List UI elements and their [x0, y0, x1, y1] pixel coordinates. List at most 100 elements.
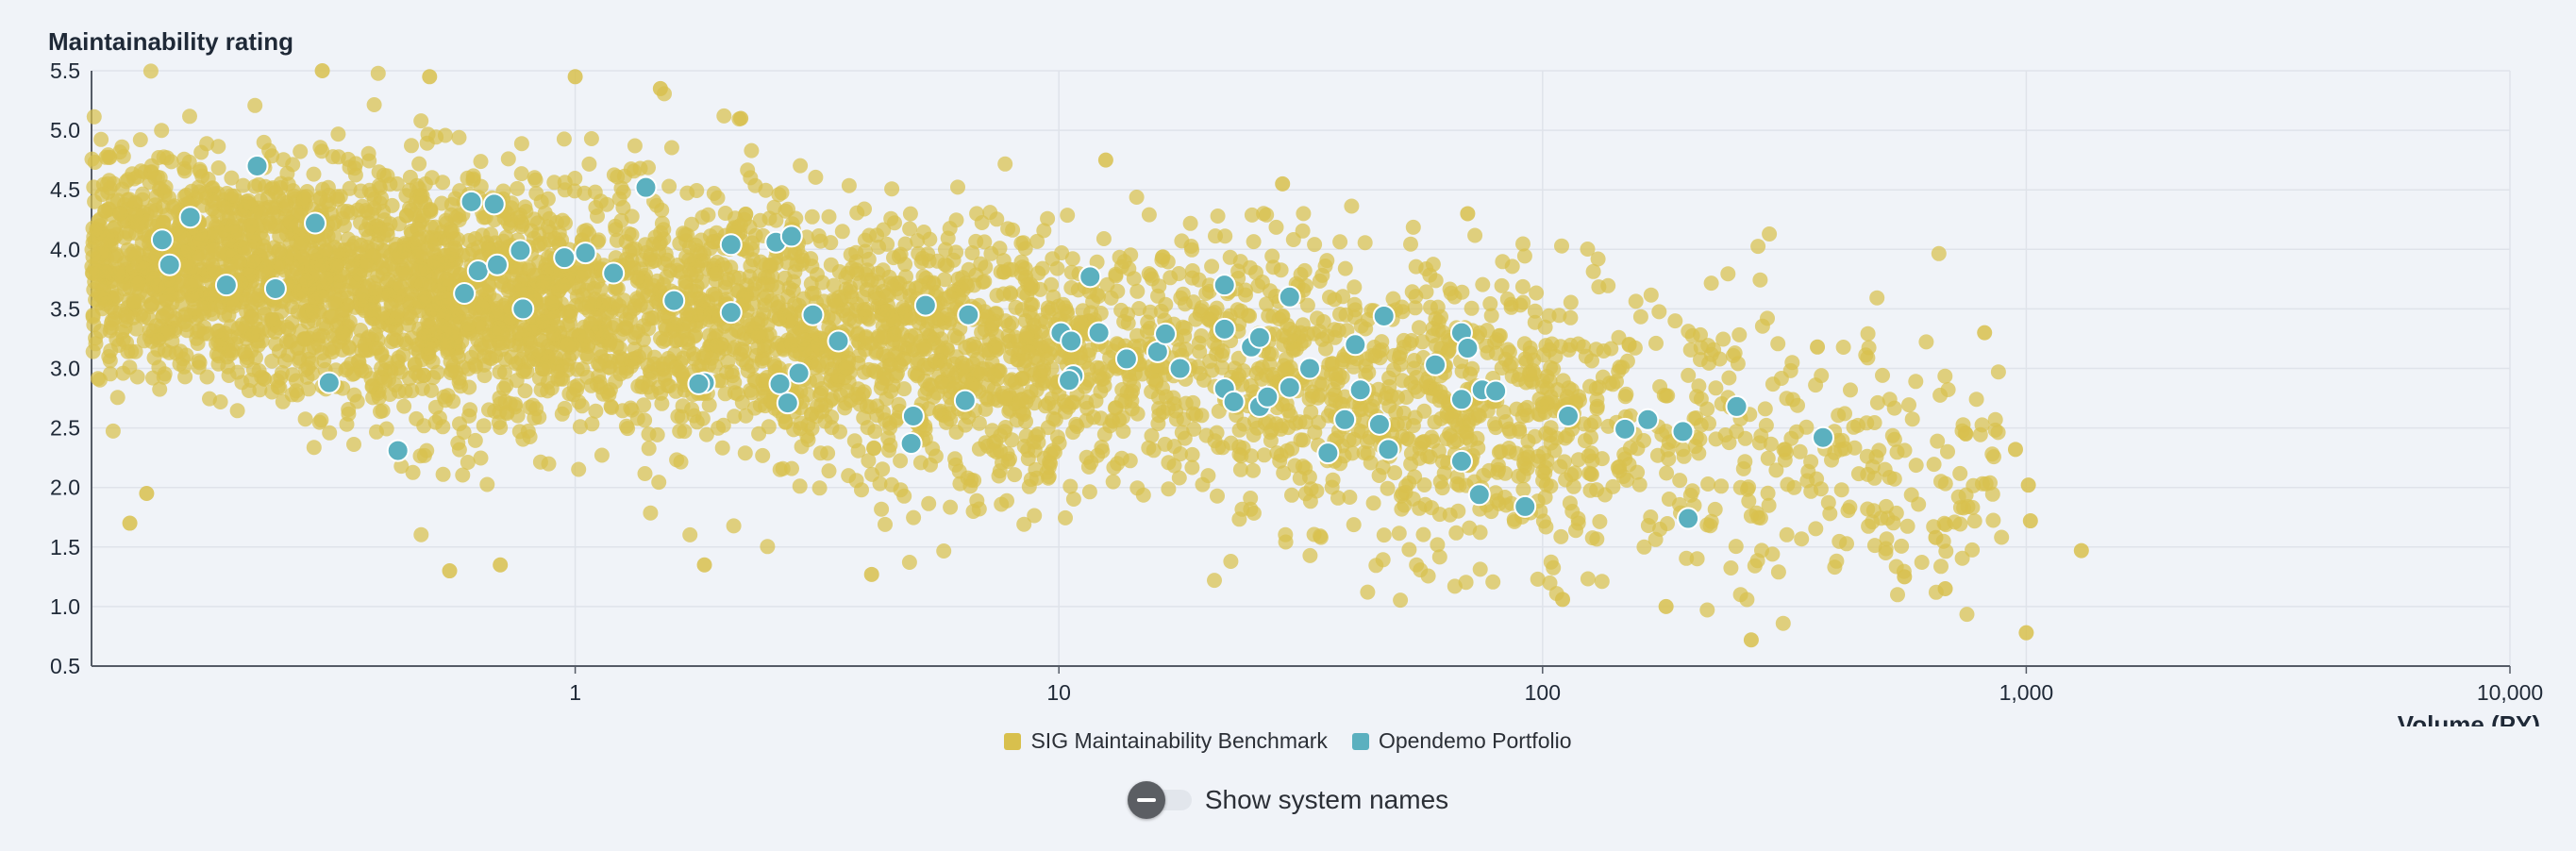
benchmark-point: [849, 296, 865, 312]
benchmark-point: [1396, 405, 1412, 421]
benchmark-point: [280, 347, 296, 363]
benchmark-point: [376, 167, 392, 183]
benchmark-point: [1703, 275, 1719, 292]
benchmark-point: [1701, 355, 1717, 371]
benchmark-point: [386, 331, 402, 346]
benchmark-point: [1244, 207, 1260, 223]
benchmark-point: [1293, 432, 1309, 448]
benchmark-point: [1959, 607, 1975, 623]
benchmark-point: [1467, 227, 1483, 243]
benchmark-point: [435, 175, 451, 191]
benchmark-point: [1515, 236, 1531, 252]
benchmark-point: [827, 293, 843, 309]
benchmark-point: [1454, 284, 1470, 300]
benchmark-point: [389, 175, 405, 192]
benchmark-point: [1393, 592, 1409, 609]
benchmark-point: [1565, 478, 1581, 494]
benchmark-point: [846, 433, 862, 449]
benchmark-point: [599, 196, 615, 212]
benchmark-point: [544, 295, 560, 311]
benchmark-point: [1429, 338, 1445, 353]
benchmark-point: [771, 187, 787, 203]
benchmark-point: [883, 476, 899, 492]
benchmark-point: [1728, 539, 1744, 555]
benchmark-point: [520, 424, 536, 439]
benchmark-point: [1699, 401, 1715, 417]
benchmark-point: [1144, 427, 1160, 443]
benchmark-point: [530, 342, 546, 358]
benchmark-point: [747, 374, 763, 390]
benchmark-point: [540, 250, 556, 266]
benchmark-point: [1434, 480, 1450, 496]
benchmark-point: [396, 398, 412, 414]
benchmark-point: [1520, 433, 1536, 449]
benchmark-point: [244, 290, 260, 305]
benchmark-point: [731, 270, 747, 286]
benchmark-point: [116, 281, 132, 297]
benchmark-point: [594, 349, 610, 365]
benchmark-point: [965, 504, 981, 519]
benchmark-point: [1044, 276, 1060, 292]
benchmark-point: [477, 368, 493, 384]
benchmark-point: [1775, 615, 1791, 631]
benchmark-point: [210, 139, 226, 155]
benchmark-point: [145, 370, 160, 386]
benchmark-point: [883, 275, 899, 292]
benchmark-point: [444, 262, 460, 278]
benchmark-point: [613, 212, 629, 228]
benchmark-point: [1409, 557, 1425, 573]
benchmark-point: [1543, 435, 1559, 451]
benchmark-point: [584, 416, 600, 432]
benchmark-point: [1494, 277, 1510, 293]
benchmark-point: [682, 526, 698, 542]
benchmark-point: [1163, 270, 1179, 286]
benchmark-point: [334, 342, 350, 358]
benchmark-point: [513, 136, 529, 152]
benchmark-point: [1249, 420, 1265, 436]
benchmark-point: [1412, 441, 1428, 457]
benchmark-point: [199, 369, 215, 385]
benchmark-point: [1135, 487, 1151, 503]
benchmark-point: [1861, 518, 1877, 534]
benchmark-point: [1994, 529, 2010, 545]
benchmark-point: [1129, 190, 1145, 205]
benchmark-point: [804, 209, 820, 225]
benchmark-point: [1488, 420, 1504, 436]
benchmark-point: [669, 452, 685, 468]
benchmark-point: [1338, 307, 1354, 323]
benchmark-point: [1577, 433, 1593, 449]
benchmark-point: [1204, 259, 1220, 275]
benchmark-point: [897, 236, 913, 252]
benchmark-point: [1401, 542, 1417, 558]
benchmark-point: [87, 193, 103, 209]
benchmark-point: [752, 212, 768, 228]
benchmark-point: [1741, 493, 1757, 509]
benchmark-point: [1058, 300, 1074, 316]
benchmark-point: [1129, 406, 1146, 422]
benchmark-point: [625, 242, 641, 258]
benchmark-point: [1157, 436, 1173, 452]
benchmark-point: [698, 426, 714, 442]
benchmark-point: [1064, 251, 1080, 267]
benchmark-point: [314, 289, 330, 305]
benchmark-point: [861, 453, 877, 469]
benchmark-point: [1029, 233, 1045, 249]
benchmark-point: [126, 293, 142, 309]
benchmark-point: [413, 526, 429, 542]
benchmark-point: [522, 321, 538, 337]
benchmark-point: [1471, 408, 1487, 424]
benchmark-point: [1882, 470, 1898, 485]
benchmark-point: [371, 390, 387, 406]
benchmark-point: [555, 278, 571, 294]
benchmark-point: [1004, 432, 1020, 448]
benchmark-point: [354, 362, 370, 378]
benchmark-point: [780, 201, 795, 217]
benchmark-point: [1057, 404, 1073, 420]
benchmark-point: [1122, 453, 1138, 469]
benchmark-point: [1506, 511, 1522, 527]
benchmark-point: [1299, 297, 1315, 313]
benchmark-point: [1274, 418, 1290, 434]
benchmark-point: [1356, 413, 1372, 429]
benchmark-point: [270, 379, 286, 395]
benchmark-point: [1937, 476, 1953, 492]
